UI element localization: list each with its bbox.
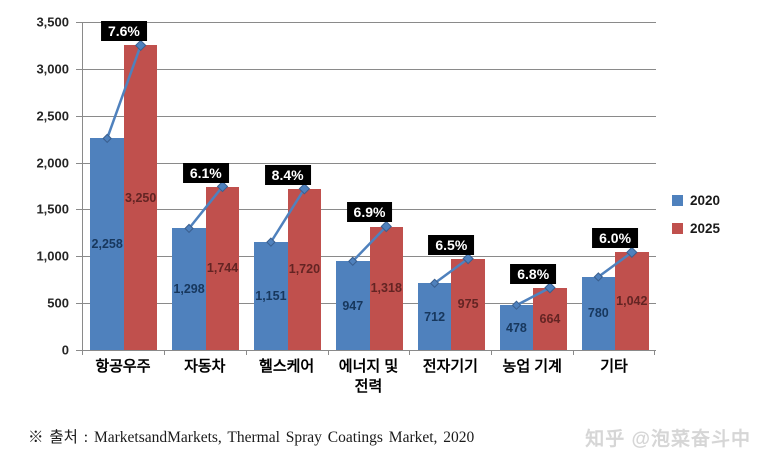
growth-badge: 7.6% — [100, 21, 147, 42]
bar-2020: 2,258 — [90, 138, 124, 350]
category-label: 항공우주 — [95, 358, 151, 375]
y-tick-mark — [76, 115, 82, 117]
bar-value-label: 1,744 — [206, 261, 239, 276]
category-labels: 항공우주 자동차 헬스케어 에너지 및 전력 전자기기 농업 기계 기타 — [82, 357, 655, 401]
gridline — [83, 115, 656, 117]
bar-2025: 1,720 — [287, 188, 322, 350]
legend: 2020 2025 — [672, 193, 720, 249]
bar-value-label: 664 — [539, 311, 561, 326]
x-tick-mark — [654, 350, 655, 355]
legend-item: 2020 — [672, 193, 720, 208]
bar-value-label: 947 — [342, 298, 364, 313]
y-tick-mark — [76, 162, 82, 164]
gridline — [83, 68, 656, 70]
y-tick-label: 2,000 — [36, 155, 69, 171]
bar-group: 780 1,042 — [581, 22, 649, 350]
bar-2025: 975 — [451, 258, 485, 350]
bar-value-label: 1,298 — [173, 282, 205, 297]
category-label: 자동차 — [184, 358, 226, 375]
y-tick-label: 3,000 — [36, 61, 69, 77]
bar-value-label: 1,720 — [288, 262, 321, 277]
growth-badge: 6.5% — [428, 234, 475, 255]
x-axis-ticks — [82, 350, 656, 356]
growth-badge: 6.0% — [592, 228, 639, 249]
bar-value-label: 712 — [424, 309, 446, 324]
bar-value-label: 1,151 — [255, 289, 287, 304]
plot-area: 2,258 3,250 1,298 1,744 1,151 1,720 947 1,318 71… — [82, 21, 656, 351]
growth-badge: 6.8% — [510, 263, 557, 284]
category-label: 헬스케어 — [259, 358, 315, 375]
bar-group: 712 975 — [417, 22, 485, 350]
x-tick-mark — [245, 350, 247, 355]
x-tick-mark — [163, 350, 165, 355]
bar-2025: 3,250 — [123, 45, 158, 350]
x-tick-mark — [491, 350, 493, 355]
bar-2020: 947 — [336, 261, 370, 350]
y-tick-label: 3,500 — [36, 14, 69, 30]
y-tick-mark — [76, 209, 82, 211]
x-tick-mark — [409, 350, 411, 355]
bar-2025: 1,318 — [369, 226, 403, 350]
bar-2025: 664 — [533, 287, 567, 350]
y-tick-label: 0 — [61, 342, 69, 358]
y-tick-mark — [76, 68, 82, 70]
bar-value-label: 478 — [506, 320, 527, 335]
growth-badge: 6.9% — [346, 202, 393, 223]
x-tick-mark — [327, 350, 329, 355]
legend-item: 2025 — [672, 221, 720, 236]
y-tick-mark — [76, 256, 82, 258]
x-tick-mark — [573, 350, 575, 355]
bar-value-label: 975 — [457, 297, 479, 312]
bar-value-label: 2,258 — [91, 237, 123, 252]
y-tick-mark — [76, 303, 82, 305]
bar-group: 947 1,318 — [336, 22, 403, 350]
y-tick-mark — [76, 350, 82, 351]
y-axis: 0 500 1,000 1,500 2,000 2,500 3,000 3,500 — [0, 15, 82, 358]
legend-swatch — [672, 223, 683, 234]
bar-group: 2,258 3,250 — [90, 22, 158, 350]
bar-value-label: 1,318 — [370, 281, 402, 296]
x-tick-mark — [82, 350, 83, 355]
bar-group: 478 664 — [499, 22, 567, 350]
bar-2020: 1,151 — [254, 242, 288, 350]
legend-label: 2025 — [690, 221, 721, 236]
gridline — [83, 162, 656, 164]
bar-2025: 1,744 — [205, 186, 240, 350]
legend-swatch — [672, 195, 683, 206]
bar-group: 1,151 1,720 — [254, 22, 322, 350]
gridline — [83, 350, 656, 351]
bar-2020: 780 — [581, 276, 616, 350]
category-label: 기타 — [600, 358, 628, 375]
bar-value-label: 3,250 — [125, 190, 157, 205]
category-label: 전자기기 — [422, 358, 478, 375]
category-label: 에너지 및 전력 — [338, 358, 399, 395]
y-tick-mark — [76, 22, 82, 23]
bar-2020: 1,298 — [172, 228, 206, 350]
growth-badge: 8.4% — [264, 164, 311, 185]
category-label: 농업 기계 — [502, 358, 562, 375]
y-tick-label: 2,500 — [36, 108, 69, 124]
bar-value-label: 780 — [587, 306, 609, 321]
bar-2020: 712 — [417, 283, 452, 350]
growth-badge: 6.1% — [182, 162, 229, 183]
y-tick-label: 1,500 — [36, 201, 69, 217]
y-tick-label: 1,000 — [36, 248, 69, 264]
y-tick-label: 500 — [47, 295, 69, 311]
watermark: 知乎 @泡菜奋斗中 — [585, 429, 751, 450]
bar-2020: 478 — [499, 305, 534, 350]
gridline — [83, 22, 656, 23]
bar-group: 1,298 1,744 — [172, 22, 240, 350]
bar-2025: 1,042 — [615, 252, 649, 350]
source-note: ※ 출처 : MarketsandMarkets, Thermal Spray … — [28, 429, 475, 446]
bar-value-label: 1,042 — [616, 294, 648, 309]
legend-label: 2020 — [690, 193, 721, 208]
